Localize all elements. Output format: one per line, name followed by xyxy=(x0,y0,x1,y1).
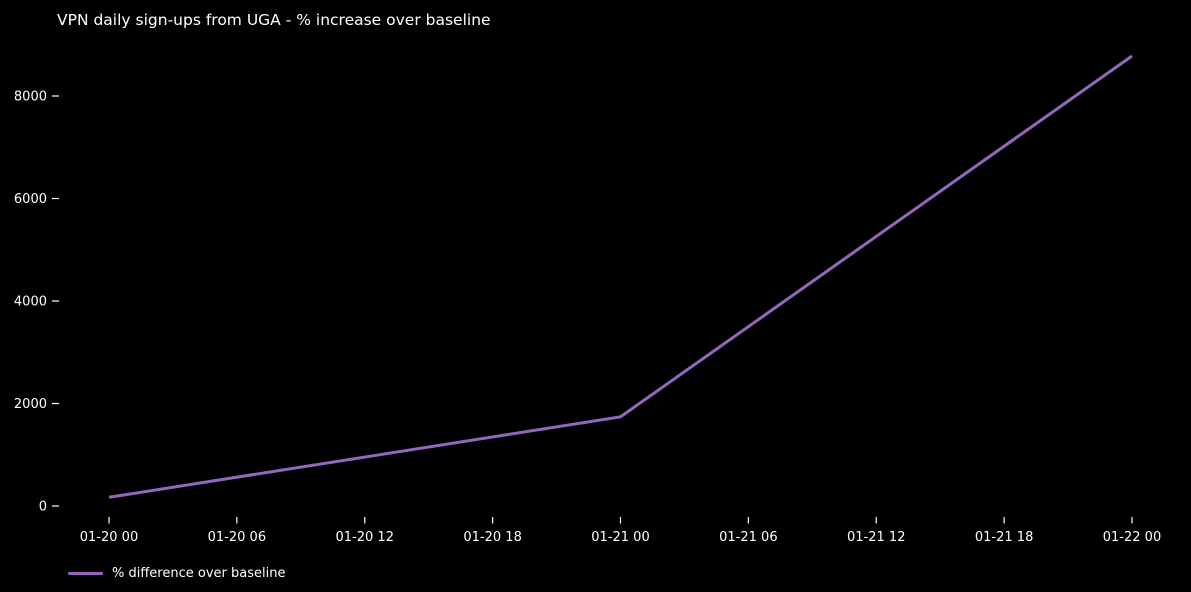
y-tick-label: 8000 xyxy=(14,90,47,105)
y-tick-label: 2000 xyxy=(14,397,47,412)
legend-label: % difference over baseline xyxy=(112,565,286,581)
x-tick-label: 01-22 00 xyxy=(1103,530,1161,545)
y-tick-label: 0 xyxy=(39,500,47,515)
legend: % difference over baseline xyxy=(68,564,285,582)
series-line xyxy=(108,54,1133,499)
legend-line-swatch xyxy=(68,571,103,575)
x-tick-label: 01-21 18 xyxy=(975,530,1033,545)
chart-title: VPN daily sign-ups from UGA - % increase… xyxy=(57,11,491,29)
x-tick-label: 01-20 00 xyxy=(80,530,138,545)
x-tick-label: 01-20 06 xyxy=(208,530,266,545)
y-tick-label: 6000 xyxy=(14,192,47,207)
x-tick-label: 01-21 00 xyxy=(591,530,649,545)
x-tick-label: 01-21 06 xyxy=(719,530,777,545)
x-tick-label: 01-20 18 xyxy=(463,530,521,545)
y-tick-label: 4000 xyxy=(14,295,47,310)
x-tick-label: 01-20 12 xyxy=(336,530,394,545)
x-tick-label: 01-21 12 xyxy=(847,530,905,545)
